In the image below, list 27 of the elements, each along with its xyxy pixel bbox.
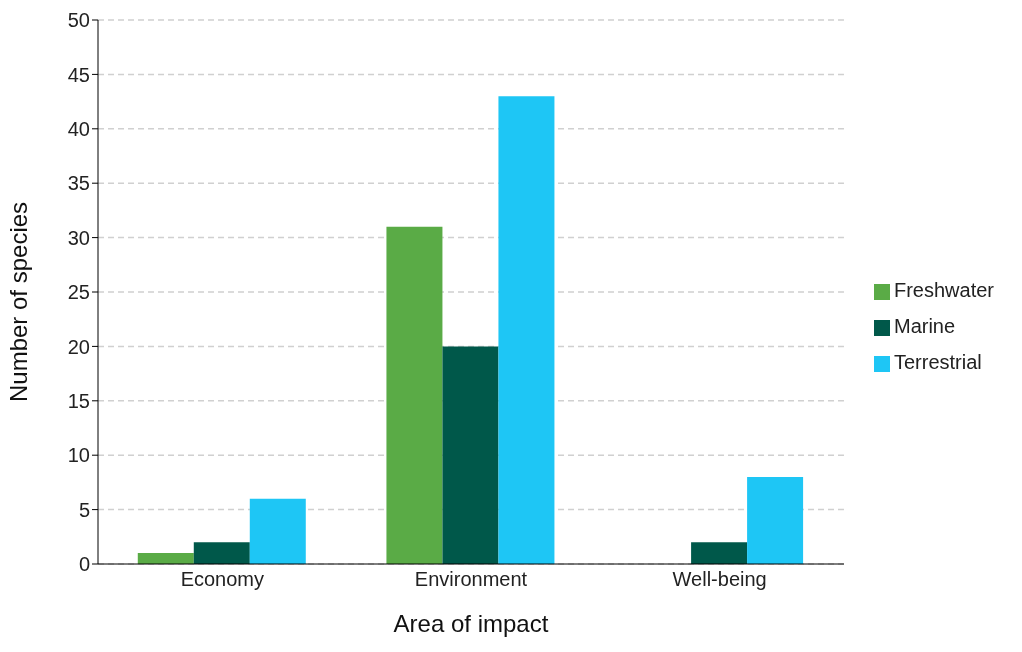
bar xyxy=(386,226,443,564)
y-tick-label: 10 xyxy=(67,444,90,467)
y-tick-label: 35 xyxy=(67,172,90,195)
y-tick-label: 5 xyxy=(78,498,90,521)
y-tick-label: 20 xyxy=(67,335,90,358)
legend-label: Terrestrial xyxy=(893,351,982,373)
x-tick-label: Well-being xyxy=(672,568,767,591)
y-tick-label: 50 xyxy=(67,9,90,32)
x-axis-title: Area of impact xyxy=(393,610,549,637)
x-tick-label: Environment xyxy=(414,568,528,591)
bar xyxy=(193,542,250,564)
y-axis-title: Number of species xyxy=(4,201,32,402)
bar xyxy=(747,476,804,564)
bar xyxy=(442,346,499,564)
legend-label: Marine xyxy=(893,315,956,337)
y-tick-label: 30 xyxy=(67,226,90,249)
y-tick-label: 45 xyxy=(67,63,90,86)
y-tick-label: 40 xyxy=(67,117,90,140)
x-tick-label: Economy xyxy=(180,568,265,591)
y-tick-label: 25 xyxy=(67,281,90,304)
bar xyxy=(249,498,306,564)
y-tick-label: 0 xyxy=(78,553,90,576)
legend-label: Freshwater xyxy=(893,279,994,301)
bar xyxy=(137,553,194,564)
y-tick-label: 15 xyxy=(67,389,90,412)
bar xyxy=(498,96,555,564)
bar xyxy=(691,542,748,564)
